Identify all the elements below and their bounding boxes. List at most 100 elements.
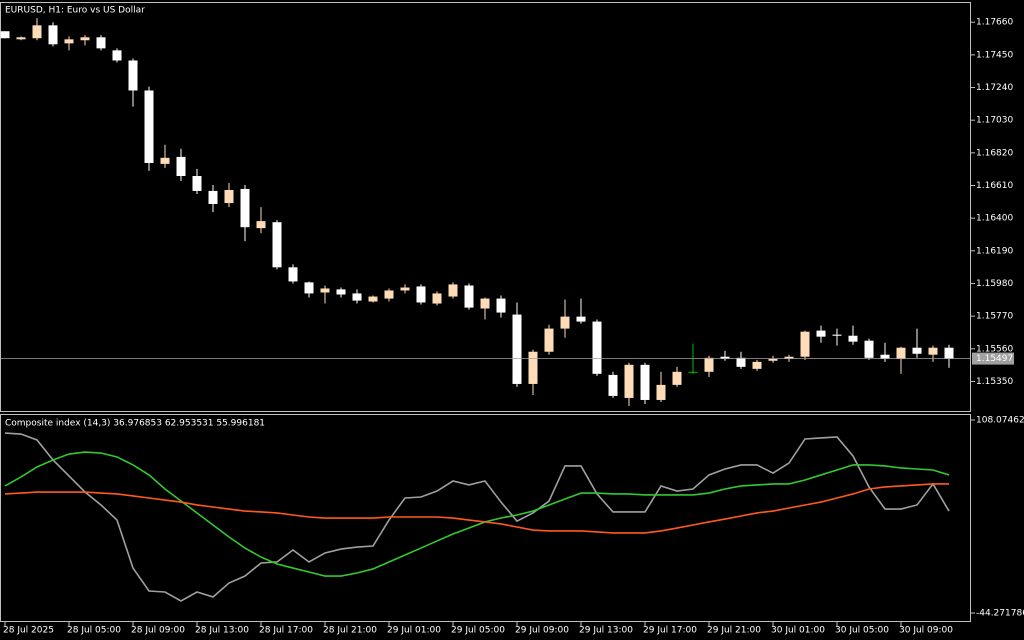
candle-body xyxy=(672,371,682,385)
candle-body xyxy=(624,364,634,398)
candle-body xyxy=(80,37,90,41)
candle-body xyxy=(688,371,698,373)
x-tick-label: 29 Jul 13:00 xyxy=(579,626,633,636)
candle-body xyxy=(832,334,842,336)
y-tick-label: 1.15560 xyxy=(976,344,1013,354)
candle-body xyxy=(160,157,170,164)
candle-body xyxy=(400,287,410,291)
candle-body xyxy=(0,31,10,39)
y-tick-label: -44.271786 xyxy=(976,609,1024,619)
candle-body xyxy=(384,290,394,299)
x-tick-label: 29 Jul 09:00 xyxy=(515,626,569,636)
candle-body xyxy=(496,298,506,313)
candle-body xyxy=(608,374,618,396)
candle-body xyxy=(208,190,218,205)
y-tick-label: 1.16400 xyxy=(976,214,1013,224)
x-tick-label: 29 Jul 05:00 xyxy=(451,626,505,636)
x-tick-label: 28 Jul 17:00 xyxy=(259,626,313,636)
y-tick-label: 1.17030 xyxy=(976,116,1013,126)
candle-body xyxy=(48,25,58,45)
indicator-line xyxy=(4,432,950,602)
y-tick-label: 108.074627 xyxy=(976,416,1024,426)
y-tick-label: 1.16820 xyxy=(976,148,1013,158)
x-tick-label: 29 Jul 21:00 xyxy=(707,626,761,636)
candle-body xyxy=(112,50,122,61)
candle-body xyxy=(240,188,250,228)
y-tick-label: 1.17660 xyxy=(976,18,1013,28)
x-tick-label: 28 Jul 05:00 xyxy=(67,626,121,636)
candle-body xyxy=(736,357,746,367)
candle-body xyxy=(464,285,474,308)
last-price-box xyxy=(972,352,1014,365)
candle-body xyxy=(640,364,650,400)
x-tick-label: 30 Jul 01:00 xyxy=(771,626,825,636)
x-tick-label: 29 Jul 17:00 xyxy=(643,626,697,636)
candle-body xyxy=(352,293,362,301)
y-tick-label: 1.15350 xyxy=(976,377,1013,387)
candle-body xyxy=(944,347,954,359)
indicator-line xyxy=(4,451,950,577)
candle-body xyxy=(272,222,282,268)
candle-body xyxy=(704,357,714,372)
y-tick-label: 1.17450 xyxy=(976,50,1013,60)
x-tick-label: 28 Jul 2025 xyxy=(3,626,54,636)
candle-body xyxy=(592,321,602,374)
last-price-label: 1.15497 xyxy=(976,354,1013,364)
candle-body xyxy=(96,37,106,49)
candle-body xyxy=(768,358,778,361)
x-tick-label: 28 Jul 09:00 xyxy=(131,626,185,636)
candle-body xyxy=(864,340,874,358)
indicator-title: Composite index (14,3) 36.976853 62.9535… xyxy=(5,419,265,429)
candle-body xyxy=(928,347,938,355)
candle-body xyxy=(16,37,26,40)
candle-body xyxy=(880,354,890,359)
candle-body xyxy=(144,90,154,163)
candle-body xyxy=(256,221,266,229)
candle-body xyxy=(512,314,522,384)
candle-body xyxy=(912,347,922,354)
candle-body xyxy=(336,289,346,295)
candle-body xyxy=(656,384,666,400)
chart-title: EURUSD, H1: Euro vs US Dollar xyxy=(5,6,145,16)
candle-body xyxy=(560,316,570,329)
x-tick-label: 28 Jul 13:00 xyxy=(195,626,249,636)
candle-body xyxy=(896,347,906,359)
candle-body xyxy=(800,331,810,357)
candle-body xyxy=(368,296,378,302)
candle-body xyxy=(448,284,458,297)
candle-body xyxy=(432,293,442,304)
candle-body xyxy=(544,328,554,352)
x-tick-label: 29 Jul 01:00 xyxy=(387,626,441,636)
candle-body xyxy=(480,298,490,309)
candle-body xyxy=(848,335,858,342)
candle-body xyxy=(816,330,826,337)
candle-body xyxy=(416,286,426,303)
candle-body xyxy=(128,60,138,91)
candle-body xyxy=(224,190,234,204)
candle-body xyxy=(288,267,298,282)
candle-body xyxy=(752,361,762,369)
candle-body xyxy=(32,25,42,39)
y-tick-label: 1.16610 xyxy=(976,181,1013,191)
candle-body xyxy=(64,39,74,44)
candle-body xyxy=(304,282,314,294)
price-pane-frame xyxy=(0,2,971,412)
indicator-pane-frame xyxy=(0,414,971,622)
candle-body xyxy=(576,316,586,322)
candle-body xyxy=(784,356,794,359)
x-tick-label: 30 Jul 09:00 xyxy=(899,626,953,636)
x-tick-label: 30 Jul 05:00 xyxy=(835,626,889,636)
candle-body xyxy=(192,176,202,191)
candle-body xyxy=(176,156,186,177)
y-tick-label: 1.15980 xyxy=(976,279,1013,289)
y-tick-label: 1.16190 xyxy=(976,246,1013,256)
indicator-line xyxy=(4,483,949,534)
x-tick-label: 28 Jul 21:00 xyxy=(323,626,377,636)
candle-body xyxy=(320,288,330,293)
y-tick-label: 1.15770 xyxy=(976,312,1013,322)
candle-body xyxy=(720,356,730,359)
y-tick-label: 1.17240 xyxy=(976,83,1013,93)
